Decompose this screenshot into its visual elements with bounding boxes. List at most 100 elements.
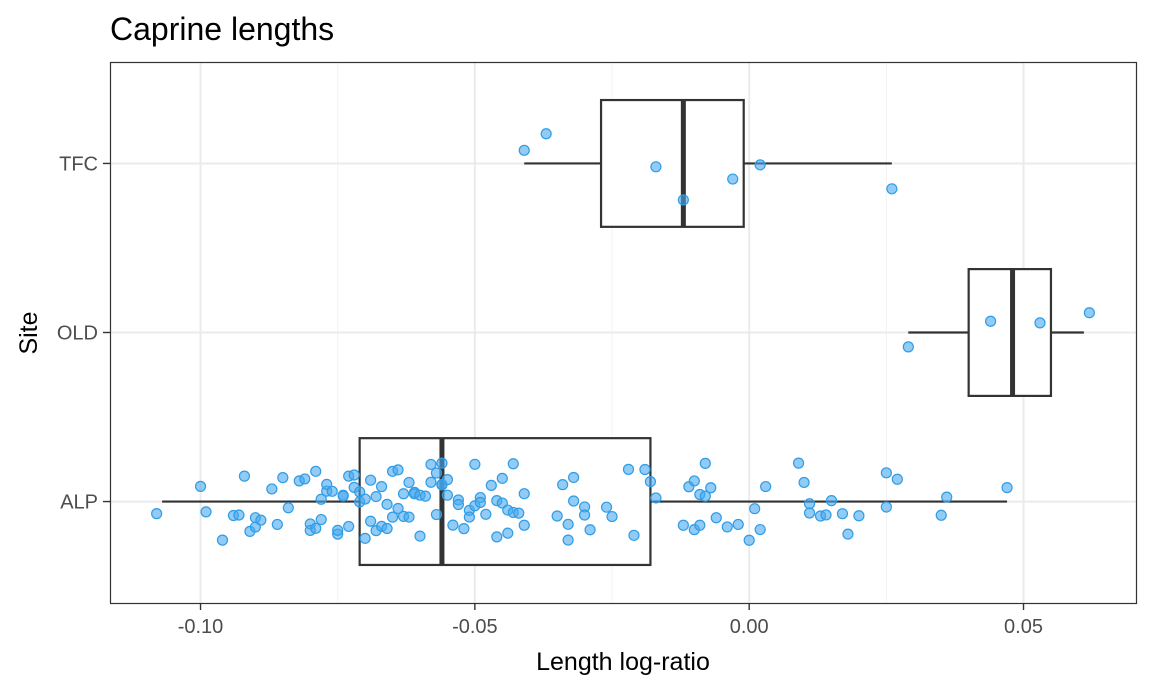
data-point-alp: [803, 498, 816, 510]
data-point-alp: [255, 514, 267, 526]
data-point-alp: [502, 527, 514, 539]
data-point-alp: [639, 463, 651, 476]
data-point-tfc: [677, 194, 689, 206]
data-point-alp: [562, 518, 574, 530]
data-point-tfc: [727, 173, 739, 185]
x-axis-title: Length log-ratio: [536, 648, 710, 676]
x-tick-label: 0.05: [1004, 616, 1043, 638]
data-point-alp: [381, 498, 393, 510]
y-tick-label: ALP: [60, 492, 98, 514]
data-point-alp: [315, 513, 327, 526]
data-point-alp: [496, 472, 508, 484]
data-point-alp: [792, 457, 805, 469]
data-point-alp: [452, 498, 465, 511]
y-tick-label: OLD: [57, 323, 98, 345]
data-point-alp: [803, 507, 816, 519]
data-point-alp: [694, 519, 706, 531]
data-point-alp: [337, 490, 349, 502]
data-point-alp: [419, 490, 432, 502]
data-point-alp: [798, 476, 810, 489]
data-point-alp: [194, 480, 207, 492]
data-point-alp: [853, 510, 865, 522]
data-point-alp: [491, 531, 503, 543]
data-point-alp: [233, 509, 245, 521]
data-point-alp: [644, 475, 657, 488]
data-point-alp: [760, 480, 772, 493]
data-point-alp: [732, 518, 744, 531]
x-tick-label: 0.00: [730, 616, 769, 638]
data-point-alp: [277, 472, 289, 484]
data-point-tfc: [886, 183, 898, 195]
data-point-alp: [551, 510, 563, 522]
data-point-alp: [557, 479, 569, 491]
data-point-alp: [650, 492, 662, 504]
data-point-alp: [200, 506, 212, 518]
data-point-alp: [441, 474, 454, 486]
data-point-alp: [600, 501, 613, 513]
data-point-alp: [375, 481, 388, 493]
data-point-old: [1083, 307, 1095, 319]
data-point-alp: [880, 501, 892, 513]
data-point-alp: [266, 483, 278, 495]
data-point-tfc: [518, 144, 530, 156]
data-point-alp: [562, 534, 574, 546]
data-point-alp: [403, 476, 415, 489]
data-point-alp: [584, 524, 596, 536]
data-point-alp: [332, 524, 344, 536]
data-point-alp: [941, 491, 953, 503]
data-point-alp: [397, 488, 410, 500]
data-point-alp: [743, 534, 755, 546]
data-point-alp: [370, 490, 382, 503]
data-point-alp: [458, 523, 470, 535]
data-point-alp: [271, 518, 283, 531]
data-point-alp: [754, 523, 766, 536]
data-point-alp: [513, 507, 525, 519]
data-point-alp: [842, 528, 854, 540]
data-point-alp: [315, 493, 327, 505]
data-point-alp: [677, 519, 689, 531]
data-point-alp: [282, 502, 294, 514]
y-axis-title: Site: [15, 311, 43, 354]
data-point-alp: [1001, 482, 1013, 494]
data-point-alp: [507, 458, 519, 470]
data-point-alp: [606, 510, 618, 523]
data-point-alp: [480, 508, 492, 520]
data-point-alp: [705, 482, 717, 494]
data-point-old: [902, 341, 914, 353]
data-point-alp: [578, 509, 591, 521]
data-point-alp: [710, 512, 722, 524]
data-point-alp: [825, 495, 838, 507]
data-point-alp: [381, 522, 393, 535]
data-point-alp: [474, 496, 486, 509]
data-point-alp: [392, 502, 404, 515]
data-point-alp: [326, 485, 338, 497]
data-point-alp: [365, 515, 377, 527]
data-point-alp: [343, 520, 355, 533]
chart-title: Caprine lengths: [110, 11, 334, 47]
data-point-old: [1034, 317, 1046, 329]
data-point-alp: [485, 479, 497, 491]
data-point-alp: [425, 458, 437, 471]
panel-border: [109, 61, 1138, 605]
data-point-alp: [622, 463, 635, 475]
data-point-alp: [310, 465, 322, 477]
data-point-alp: [359, 532, 371, 544]
data-point-alp: [414, 530, 426, 542]
x-tick-label: -0.05: [452, 616, 498, 638]
data-point-alp: [430, 508, 443, 521]
data-point-alp: [238, 470, 251, 482]
data-point-alp: [749, 503, 761, 515]
data-point-alp: [386, 511, 399, 523]
data-point-alp: [699, 490, 711, 502]
data-point-alp: [151, 508, 163, 520]
data-point-alp: [688, 475, 700, 487]
box-tfc: [599, 98, 745, 228]
data-point-alp: [836, 508, 849, 520]
data-point-tfc: [650, 161, 662, 173]
data-point-alp: [365, 474, 377, 486]
data-point-alp: [441, 489, 454, 501]
data-point-alp: [310, 522, 322, 534]
data-point-alp: [359, 493, 371, 505]
data-point-alp: [721, 521, 733, 533]
